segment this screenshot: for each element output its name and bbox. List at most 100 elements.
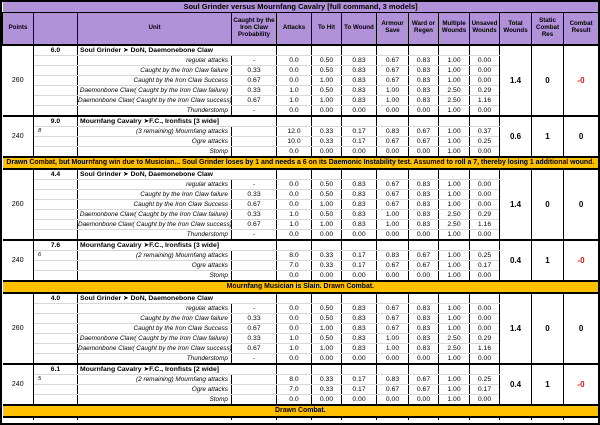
stat-value: 1.00: [438, 189, 470, 200]
remaining-wounds-note: [33, 394, 78, 405]
stat-value: 1.00: [438, 384, 470, 395]
iron-claw-probability: [231, 270, 277, 281]
stat-value: 0.83: [408, 85, 439, 96]
combat-result-banner-row: Drawn Combat, but Mournfang win due to M…: [2, 155, 598, 170]
combat-result-banner: Drawn Combat.: [2, 403, 598, 418]
points-cell: 260: [2, 167, 34, 240]
iron-claw-probability: [231, 126, 277, 137]
stat-value: 1.0: [276, 209, 312, 220]
stat-value: 2.50: [438, 219, 470, 230]
iron-claw-probability: 0.33: [231, 333, 277, 344]
static-combat-res-value: 0: [531, 167, 564, 240]
stub-cell: [2, 415, 34, 420]
attack-row: Daemonbone Claw( Caught by the Iron Claw…: [3, 343, 599, 354]
stat-value: 0.00: [341, 353, 377, 364]
remaining-wounds-note: [33, 65, 78, 76]
combat-result-value: -0: [562, 43, 598, 116]
stat-value: 1.16: [469, 343, 500, 354]
total-wounds-value: 1.4: [499, 43, 532, 116]
stat-value: 1.00: [438, 65, 470, 76]
column-header-to-hit: To Hit: [311, 12, 342, 45]
stat-value: 0.50: [311, 85, 342, 96]
stat-value: 0.67: [376, 384, 409, 395]
points-cell: 260: [2, 291, 34, 364]
iron-claw-probability: -: [231, 353, 277, 364]
remaining-wounds-note: [33, 146, 78, 157]
unit-wounds-score: 6.0: [33, 43, 78, 56]
iron-claw-probability: 0.67: [231, 199, 277, 210]
stat-value: 1.00: [438, 55, 470, 66]
stat-value: 1.00: [438, 199, 470, 210]
attack-row-label: Caught by the Iron Claw failure: [77, 65, 232, 76]
stat-value: 8.0: [276, 250, 312, 261]
attack-row-label: Caught by the Iron Claw failure: [77, 313, 232, 324]
attack-row: Daemonbone Claw( Caught by the Iron Claw…: [3, 333, 599, 344]
iron-claw-probability: [231, 136, 277, 147]
stat-value: 0.83: [408, 323, 439, 334]
iron-claw-probability: 0.33: [231, 65, 277, 76]
points-cell: 240: [2, 114, 34, 157]
unit-block-header-row: 260 6.0 Soul Grinder ➤ DoN, Daemonebone Cl…: [2, 43, 598, 116]
total-wounds-value: 1.4: [499, 167, 532, 240]
stat-value-empty: [276, 114, 312, 127]
column-header-static-combat-res: Static Combat Res: [531, 12, 564, 45]
attack-row: Ogre attacks 10.0 0.33 0.17 0.67 0.67 1.00 0.25: [3, 136, 599, 147]
column-header-unsaved-wounds: Unsaved Wounds: [469, 12, 500, 45]
combat-result-banner: Mournfang Musician is Slain. Drawn Comba…: [2, 279, 598, 294]
stat-value-empty: [341, 43, 377, 56]
attack-row-label: Daemonbone Claw( Caught by the Iron Claw…: [77, 333, 232, 344]
stat-value-empty: [276, 167, 312, 180]
stub-cell: [341, 415, 377, 420]
stat-value: 1.00: [311, 343, 342, 354]
attack-row: regular attacks -0.0 0.50 0.83 0.67 0.83 1.00 0…: [3, 303, 599, 314]
stat-value: 0.83: [341, 333, 377, 344]
attack-row: Daemonbone Claw( Caught by the Iron Claw…: [3, 85, 599, 96]
stat-value: 0.83: [341, 323, 377, 334]
stat-value: 0.0: [276, 55, 312, 66]
total-wounds-value: 0.6: [499, 114, 532, 157]
attack-row: Caught by the Iron Claw Success 0.67 0.0 1.…: [3, 323, 599, 334]
stat-value-empty: [376, 43, 409, 56]
stat-value: 0.33: [311, 250, 342, 261]
stub-cell: [469, 415, 500, 420]
stat-value: 0.83: [341, 85, 377, 96]
stat-value-empty: [276, 43, 312, 56]
attack-row: regular attacks -0.0 0.50 0.83 0.67 0.83 1.00 0…: [3, 179, 599, 190]
stat-value: 0.00: [408, 146, 439, 157]
stat-value: 0.83: [341, 313, 377, 324]
stat-value: 0.00: [469, 313, 500, 324]
stat-value: 1.0: [276, 85, 312, 96]
attack-row-label: Thunderstomp: [77, 229, 232, 240]
remaining-wounds-note: [33, 313, 78, 324]
points-cell: 240: [2, 238, 34, 281]
iron-claw-probability: 0.67: [231, 343, 277, 354]
stat-value-empty: [469, 238, 500, 251]
stat-value: 0.00: [311, 146, 342, 157]
stat-value: 7.0: [276, 260, 312, 271]
stat-value: 0.67: [376, 303, 409, 314]
iron-claw-probability: 0.33: [231, 209, 277, 220]
attack-row: Caught by the Iron Claw failure 0.33 0.0 0.…: [3, 189, 599, 200]
stat-value: 0.0: [276, 179, 312, 190]
attack-row-label: Thunderstomp: [77, 105, 232, 116]
static-combat-res-value: 1: [531, 362, 564, 405]
unit-name: Mournfang Cavalry ➤F.C., Ironfists [3 wi…: [77, 238, 277, 251]
remaining-wounds-note: [33, 333, 78, 344]
stat-value-empty: [408, 167, 439, 180]
attack-row-label: regular attacks: [77, 179, 232, 190]
iron-claw-probability: 0.33: [231, 85, 277, 96]
column-header-unit: Unit: [77, 12, 232, 45]
stub-cell: [563, 415, 598, 420]
stat-value-empty: [311, 114, 342, 127]
attack-row-label: Stomp: [77, 146, 232, 157]
stat-value: 2.50: [438, 333, 470, 344]
stub-cell: [231, 415, 277, 420]
stat-value: 0.00: [469, 105, 500, 116]
stat-value: 0.33: [311, 260, 342, 271]
stat-value: 0.00: [469, 199, 500, 210]
attack-row-label: Caught by the Iron Claw Success: [77, 199, 232, 210]
stat-value: 0.83: [408, 95, 439, 106]
stat-value: 0.67: [408, 260, 439, 271]
attack-row-label: (3 remaining) Mournfang attacks: [77, 126, 232, 137]
